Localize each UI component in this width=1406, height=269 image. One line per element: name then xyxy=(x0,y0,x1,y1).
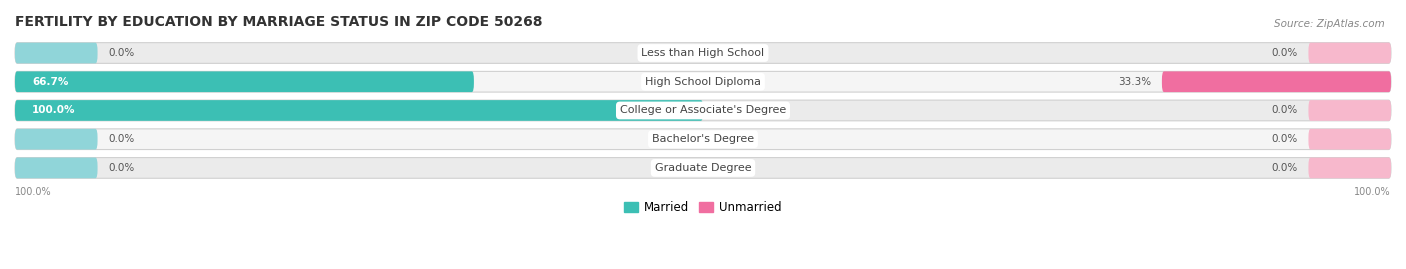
Text: 100.0%: 100.0% xyxy=(15,187,52,197)
FancyBboxPatch shape xyxy=(15,71,474,92)
Text: Graduate Degree: Graduate Degree xyxy=(655,163,751,173)
FancyBboxPatch shape xyxy=(1309,158,1391,178)
Text: 0.0%: 0.0% xyxy=(108,163,134,173)
Text: 0.0%: 0.0% xyxy=(1272,48,1298,58)
Text: 0.0%: 0.0% xyxy=(108,134,134,144)
FancyBboxPatch shape xyxy=(1309,129,1391,150)
FancyBboxPatch shape xyxy=(1309,43,1391,63)
Text: Source: ZipAtlas.com: Source: ZipAtlas.com xyxy=(1274,19,1385,29)
Text: FERTILITY BY EDUCATION BY MARRIAGE STATUS IN ZIP CODE 50268: FERTILITY BY EDUCATION BY MARRIAGE STATU… xyxy=(15,15,543,29)
FancyBboxPatch shape xyxy=(15,100,1391,121)
Text: College or Associate's Degree: College or Associate's Degree xyxy=(620,105,786,115)
FancyBboxPatch shape xyxy=(15,71,1391,92)
FancyBboxPatch shape xyxy=(15,100,703,121)
FancyBboxPatch shape xyxy=(15,129,97,150)
FancyBboxPatch shape xyxy=(15,129,1391,150)
FancyBboxPatch shape xyxy=(15,43,97,63)
FancyBboxPatch shape xyxy=(1161,71,1391,92)
FancyBboxPatch shape xyxy=(15,43,1391,63)
FancyBboxPatch shape xyxy=(15,158,97,178)
Text: 0.0%: 0.0% xyxy=(1272,105,1298,115)
Legend: Married, Unmarried: Married, Unmarried xyxy=(620,196,786,219)
Text: 0.0%: 0.0% xyxy=(1272,163,1298,173)
FancyBboxPatch shape xyxy=(15,158,1391,178)
Text: 100.0%: 100.0% xyxy=(1354,187,1391,197)
Text: 66.7%: 66.7% xyxy=(32,77,69,87)
Text: 0.0%: 0.0% xyxy=(1272,134,1298,144)
Text: 0.0%: 0.0% xyxy=(108,48,134,58)
Text: Bachelor's Degree: Bachelor's Degree xyxy=(652,134,754,144)
FancyBboxPatch shape xyxy=(1309,100,1391,121)
Text: Less than High School: Less than High School xyxy=(641,48,765,58)
Text: 33.3%: 33.3% xyxy=(1118,77,1152,87)
Text: 100.0%: 100.0% xyxy=(32,105,76,115)
Text: High School Diploma: High School Diploma xyxy=(645,77,761,87)
